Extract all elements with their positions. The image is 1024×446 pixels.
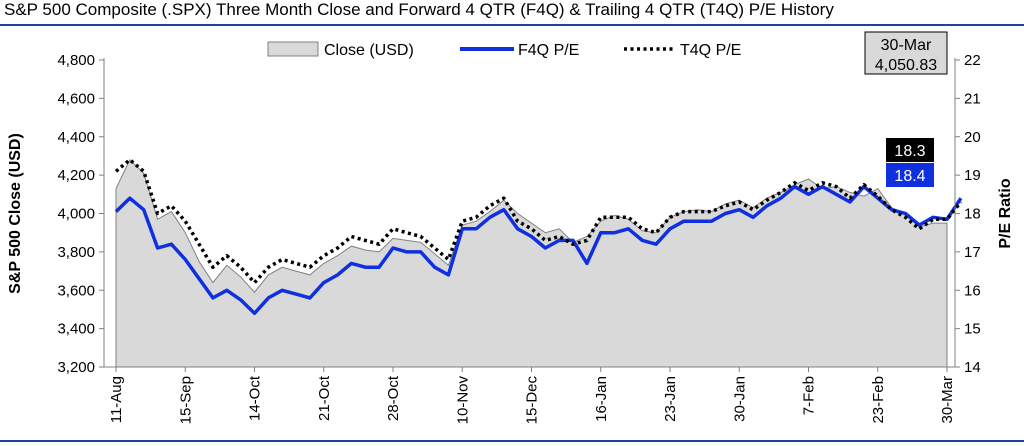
right-tick-label: 14 (964, 359, 981, 376)
right-tick-label: 15 (964, 321, 981, 338)
right-tick-label: 17 (964, 244, 981, 261)
series-close-area (115, 158, 948, 368)
legend-label-close: Close (USD) (324, 42, 414, 59)
x-tick-label: 23-Jan (662, 376, 679, 422)
right-tick-label: 20 (964, 129, 981, 146)
x-tick-label: 30-Mar (939, 376, 956, 424)
right-tick-label: 18 (964, 206, 981, 223)
x-tick-label: 10-Nov (454, 376, 471, 425)
price-box-date: 30-Mar (881, 37, 932, 54)
x-tick-label: 11-Aug (108, 376, 125, 423)
x-tick-label: 28-Oct (385, 375, 402, 421)
left-tick-label: 4,600 (57, 90, 95, 107)
left-tick-label: 4,200 (57, 167, 95, 184)
legend-swatch-close (267, 41, 319, 57)
bottom-rule (0, 440, 1024, 442)
plot-layer (114, 158, 963, 368)
left-tick-label: 3,200 (57, 359, 95, 376)
right-tick-label: 16 (964, 282, 981, 299)
left-tick-label: 4,800 (57, 52, 95, 69)
x-tick-label: 30-Jan (731, 376, 748, 422)
series-f4q-line (114, 184, 963, 316)
x-tick-label: 7-Feb (801, 376, 818, 415)
callout-t4q-value: 18.3 (894, 143, 925, 160)
price-box: 30-Mar 4,050.83 (864, 31, 948, 75)
chart-title: S&P 500 Composite (.SPX) Three Month Clo… (4, 0, 834, 19)
legend-label-f4q: F4Q P/E (518, 42, 579, 59)
price-box-frame (864, 31, 948, 75)
right-tick-label: 22 (964, 52, 981, 69)
x-tick-label: 14-Oct (247, 375, 264, 421)
callout-f4q-value: 18.4 (894, 168, 925, 185)
legend-label-t4q: T4Q P/E (680, 42, 741, 59)
series-t4q-line (114, 158, 963, 285)
x-tick-label: 16-Jan (593, 376, 610, 422)
x-tick-label: 23-Feb (870, 376, 887, 424)
callout-t4q: 18.3 (886, 138, 934, 162)
x-tick-label: 15-Dec (524, 376, 541, 425)
legend: Close (USD) F4Q P/E T4Q P/E (267, 41, 741, 59)
x-tick-label: 21-Oct (316, 375, 333, 421)
axes-layer: 3,200 3,400 3,600 3,800 4,000 4,200 4,400 4,600… (7, 52, 1014, 424)
left-tick-label: 3,800 (57, 244, 95, 261)
left-tick-label: 3,400 (57, 321, 95, 338)
right-tick-label: 19 (964, 167, 981, 184)
callout-t4q-box (886, 138, 934, 162)
callout-f4q-box (886, 163, 934, 187)
title-rule (0, 24, 1024, 26)
price-box-value: 4,050.83 (875, 57, 937, 74)
left-tick-label: 3,600 (57, 282, 95, 299)
right-axis-title: P/E Ratio (997, 178, 1014, 248)
left-tick-label: 4,000 (57, 206, 95, 223)
left-axis-title: S&P 500 Close (USD) (7, 133, 24, 294)
callout-f4q: 18.4 (886, 163, 934, 187)
x-tick-label: 15-Sep (177, 376, 194, 424)
right-tick-label: 21 (964, 90, 981, 107)
left-tick-label: 4,400 (57, 129, 95, 146)
